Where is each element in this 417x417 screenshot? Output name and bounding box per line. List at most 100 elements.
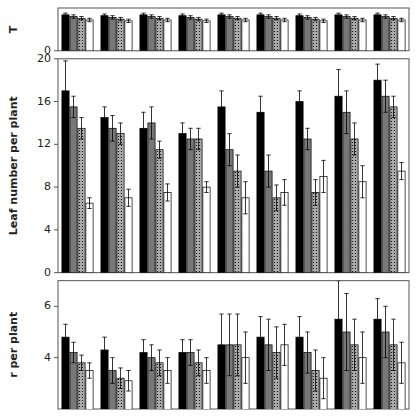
error-bar <box>243 182 247 214</box>
bar <box>281 20 288 51</box>
bar <box>195 139 202 273</box>
bar <box>265 17 272 51</box>
bar <box>86 203 93 273</box>
y-tick-label: 8 <box>44 180 51 193</box>
error-bar <box>282 180 286 206</box>
error-bar <box>196 128 200 149</box>
error-bar <box>63 13 67 16</box>
y-tick-label: 6 <box>44 299 51 312</box>
error-bar <box>79 355 83 370</box>
bar <box>148 17 155 51</box>
bar <box>140 15 147 51</box>
error-bar <box>305 128 309 149</box>
bar <box>164 192 171 272</box>
y-tick <box>54 187 58 188</box>
plot-frame <box>58 8 409 51</box>
error-bar <box>321 19 325 22</box>
bar <box>148 123 155 273</box>
bar <box>273 18 280 51</box>
error-bar <box>266 15 270 18</box>
error-bar <box>383 15 387 18</box>
error-bar <box>266 155 270 187</box>
error-bar <box>344 294 348 371</box>
error-bar <box>235 314 239 376</box>
bar <box>304 139 311 273</box>
bar <box>179 16 186 51</box>
bar <box>164 20 171 51</box>
bar <box>156 18 163 51</box>
bar <box>187 17 194 50</box>
error-bar <box>79 17 83 20</box>
error-bar <box>258 13 262 16</box>
marks <box>62 61 405 273</box>
error-bar <box>321 160 325 192</box>
error-bar <box>383 80 387 112</box>
error-bar <box>71 342 75 363</box>
bar <box>257 112 264 272</box>
error-bar <box>274 185 278 211</box>
bar <box>195 19 202 51</box>
error-bar <box>258 96 262 128</box>
error-bar <box>297 91 301 112</box>
error-bar <box>313 17 317 20</box>
error-bar <box>336 69 340 122</box>
error-bar <box>258 317 262 358</box>
bar <box>335 15 342 51</box>
y-tick-label: 20 <box>37 52 51 65</box>
bar <box>343 17 350 51</box>
bar <box>242 20 249 51</box>
error-bar <box>383 306 387 357</box>
error-bar <box>126 19 130 22</box>
error-bar <box>313 350 317 391</box>
error-bar <box>71 15 75 18</box>
y-tick <box>54 229 58 230</box>
error-bar <box>87 363 91 378</box>
error-bar <box>352 17 356 20</box>
bar <box>125 21 132 51</box>
y-axis-label: T <box>7 25 20 33</box>
error-bar <box>219 91 223 123</box>
y-tick-label: 16 <box>37 95 51 108</box>
bar <box>226 17 233 51</box>
bar <box>390 18 397 51</box>
bar <box>374 80 381 273</box>
error-bar <box>141 340 145 366</box>
error-bar <box>118 368 122 389</box>
bar <box>359 20 366 51</box>
bar <box>234 18 241 51</box>
error-bar <box>235 17 239 20</box>
error-bar <box>141 13 145 16</box>
error-bar <box>391 17 395 20</box>
bar <box>296 16 303 51</box>
error-bar <box>87 198 91 209</box>
error-bar <box>63 61 67 121</box>
panel: 048121620Leaf number per plant <box>7 52 409 279</box>
bar <box>304 17 311 50</box>
error-bar <box>188 128 192 149</box>
error-bar <box>399 342 403 383</box>
error-bar <box>165 18 169 21</box>
error-bar <box>297 317 301 358</box>
bar <box>351 18 358 51</box>
y-tick-label: 4 <box>44 223 51 236</box>
bar <box>179 134 186 273</box>
bar <box>109 128 116 272</box>
error-bar <box>204 19 208 22</box>
error-bar <box>110 16 114 19</box>
error-bar <box>375 64 379 96</box>
bar <box>398 20 405 51</box>
bar <box>382 17 389 51</box>
error-bar <box>399 18 403 21</box>
error-bar <box>102 14 106 17</box>
error-bar <box>180 14 184 17</box>
error-bar <box>375 299 379 340</box>
bar <box>382 96 389 272</box>
bar <box>374 15 381 51</box>
error-bar <box>110 115 114 141</box>
error-bar <box>305 16 309 19</box>
error-bar <box>165 184 169 201</box>
error-bar <box>266 319 270 370</box>
error-bar <box>313 180 317 206</box>
marks <box>62 281 405 409</box>
y-tick <box>54 357 58 358</box>
